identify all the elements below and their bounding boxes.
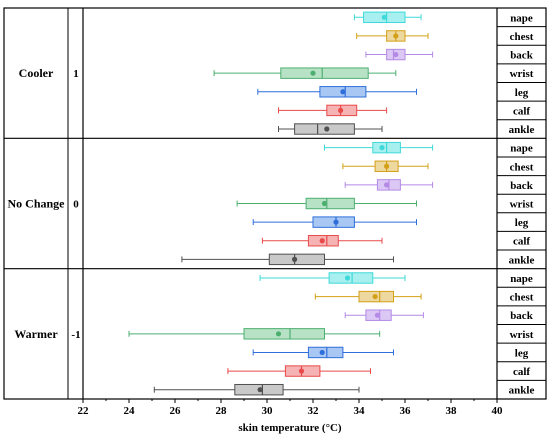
mean-point-ankle <box>257 387 263 393</box>
x-tick-label: 30 <box>262 405 274 417</box>
site-label-wrist: wrist <box>510 199 534 211</box>
mean-point-leg <box>319 349 325 356</box>
box-wrist <box>243 328 325 340</box>
site-label-ankle: ankle <box>509 124 535 136</box>
site-label-back: back <box>510 50 534 62</box>
site-label-wrist: wrist <box>510 329 534 341</box>
mean-point-ankle <box>324 126 330 132</box>
box-wrist <box>280 67 369 79</box>
x-tick-label: 26 <box>170 405 182 417</box>
site-label-calf: calf <box>513 236 530 248</box>
x-tick-label: 28 <box>216 405 228 417</box>
box-nape <box>328 272 374 284</box>
x-axis: 22 24 26 28 30 32 34 36 38 40 skin temperature (°C… <box>78 399 504 434</box>
mean-point-leg <box>340 89 346 95</box>
site-label-leg: leg <box>515 217 529 229</box>
level-label: -1 <box>71 329 80 341</box>
mean-point-calf <box>338 107 344 114</box>
site-label-leg: leg <box>515 87 529 99</box>
mean-point-chest <box>393 33 399 39</box>
mean-point-ankle <box>292 256 298 262</box>
mean-point-layer <box>257 14 399 393</box>
group-label-no-change: No Change <box>7 197 65 211</box>
mean-point-wrist <box>310 70 316 76</box>
x-tick-label: 38 <box>446 405 458 417</box>
x-tick-label: 40 <box>492 405 504 417</box>
box-wrist <box>305 197 355 210</box>
site-label-nape: nape <box>510 273 533 285</box>
x-tick-label: 32 <box>308 405 320 417</box>
box-leg <box>307 346 344 359</box>
group-label-cooler: Cooler <box>19 66 54 80</box>
site-label-nape: nape <box>510 12 533 24</box>
site-label-leg: leg <box>515 347 529 359</box>
level-label: 0 <box>73 199 79 211</box>
site-label-back: back <box>510 180 534 192</box>
level-label: 1 <box>73 68 79 80</box>
mean-point-back <box>374 312 380 318</box>
site-label-nape: nape <box>510 143 533 155</box>
mean-point-back <box>384 182 390 188</box>
frame-layer <box>3 7 547 400</box>
mean-point-wrist <box>321 200 328 207</box>
site-label-chest: chest <box>510 31 534 43</box>
site-label-ankle: ankle <box>509 254 535 266</box>
x-tick-label: 34 <box>354 405 366 417</box>
x-tick-label: 24 <box>124 405 136 417</box>
mean-point-calf <box>298 368 305 374</box>
x-axis-title: skin temperature (°C) <box>238 422 342 434</box>
label-layer: Cooler 1 nape chest back wrist leg calf ankle No … <box>7 12 534 396</box>
x-tick-label: 22 <box>78 405 90 417</box>
site-label-chest: chest <box>510 292 534 304</box>
site-label-calf: calf <box>513 366 530 378</box>
mean-point-nape <box>381 14 387 20</box>
mean-point-chest <box>384 163 390 169</box>
site-label-ankle: ankle <box>509 385 535 397</box>
mean-point-chest <box>372 293 378 300</box>
outer-frame <box>3 7 547 400</box>
site-label-back: back <box>510 310 534 322</box>
group-label-warmer: Warmer <box>14 327 58 341</box>
mean-point-leg <box>333 219 339 225</box>
mean-point-nape <box>344 275 351 281</box>
mean-point-nape <box>379 145 385 151</box>
x-tick-label: 36 <box>400 405 412 417</box>
site-label-chest: chest <box>510 161 534 173</box>
site-label-calf: calf <box>513 105 530 117</box>
mean-point-wrist <box>275 331 282 337</box>
mean-point-calf <box>319 238 325 244</box>
mean-point-back <box>393 51 399 58</box>
site-label-wrist: wrist <box>510 68 534 80</box>
